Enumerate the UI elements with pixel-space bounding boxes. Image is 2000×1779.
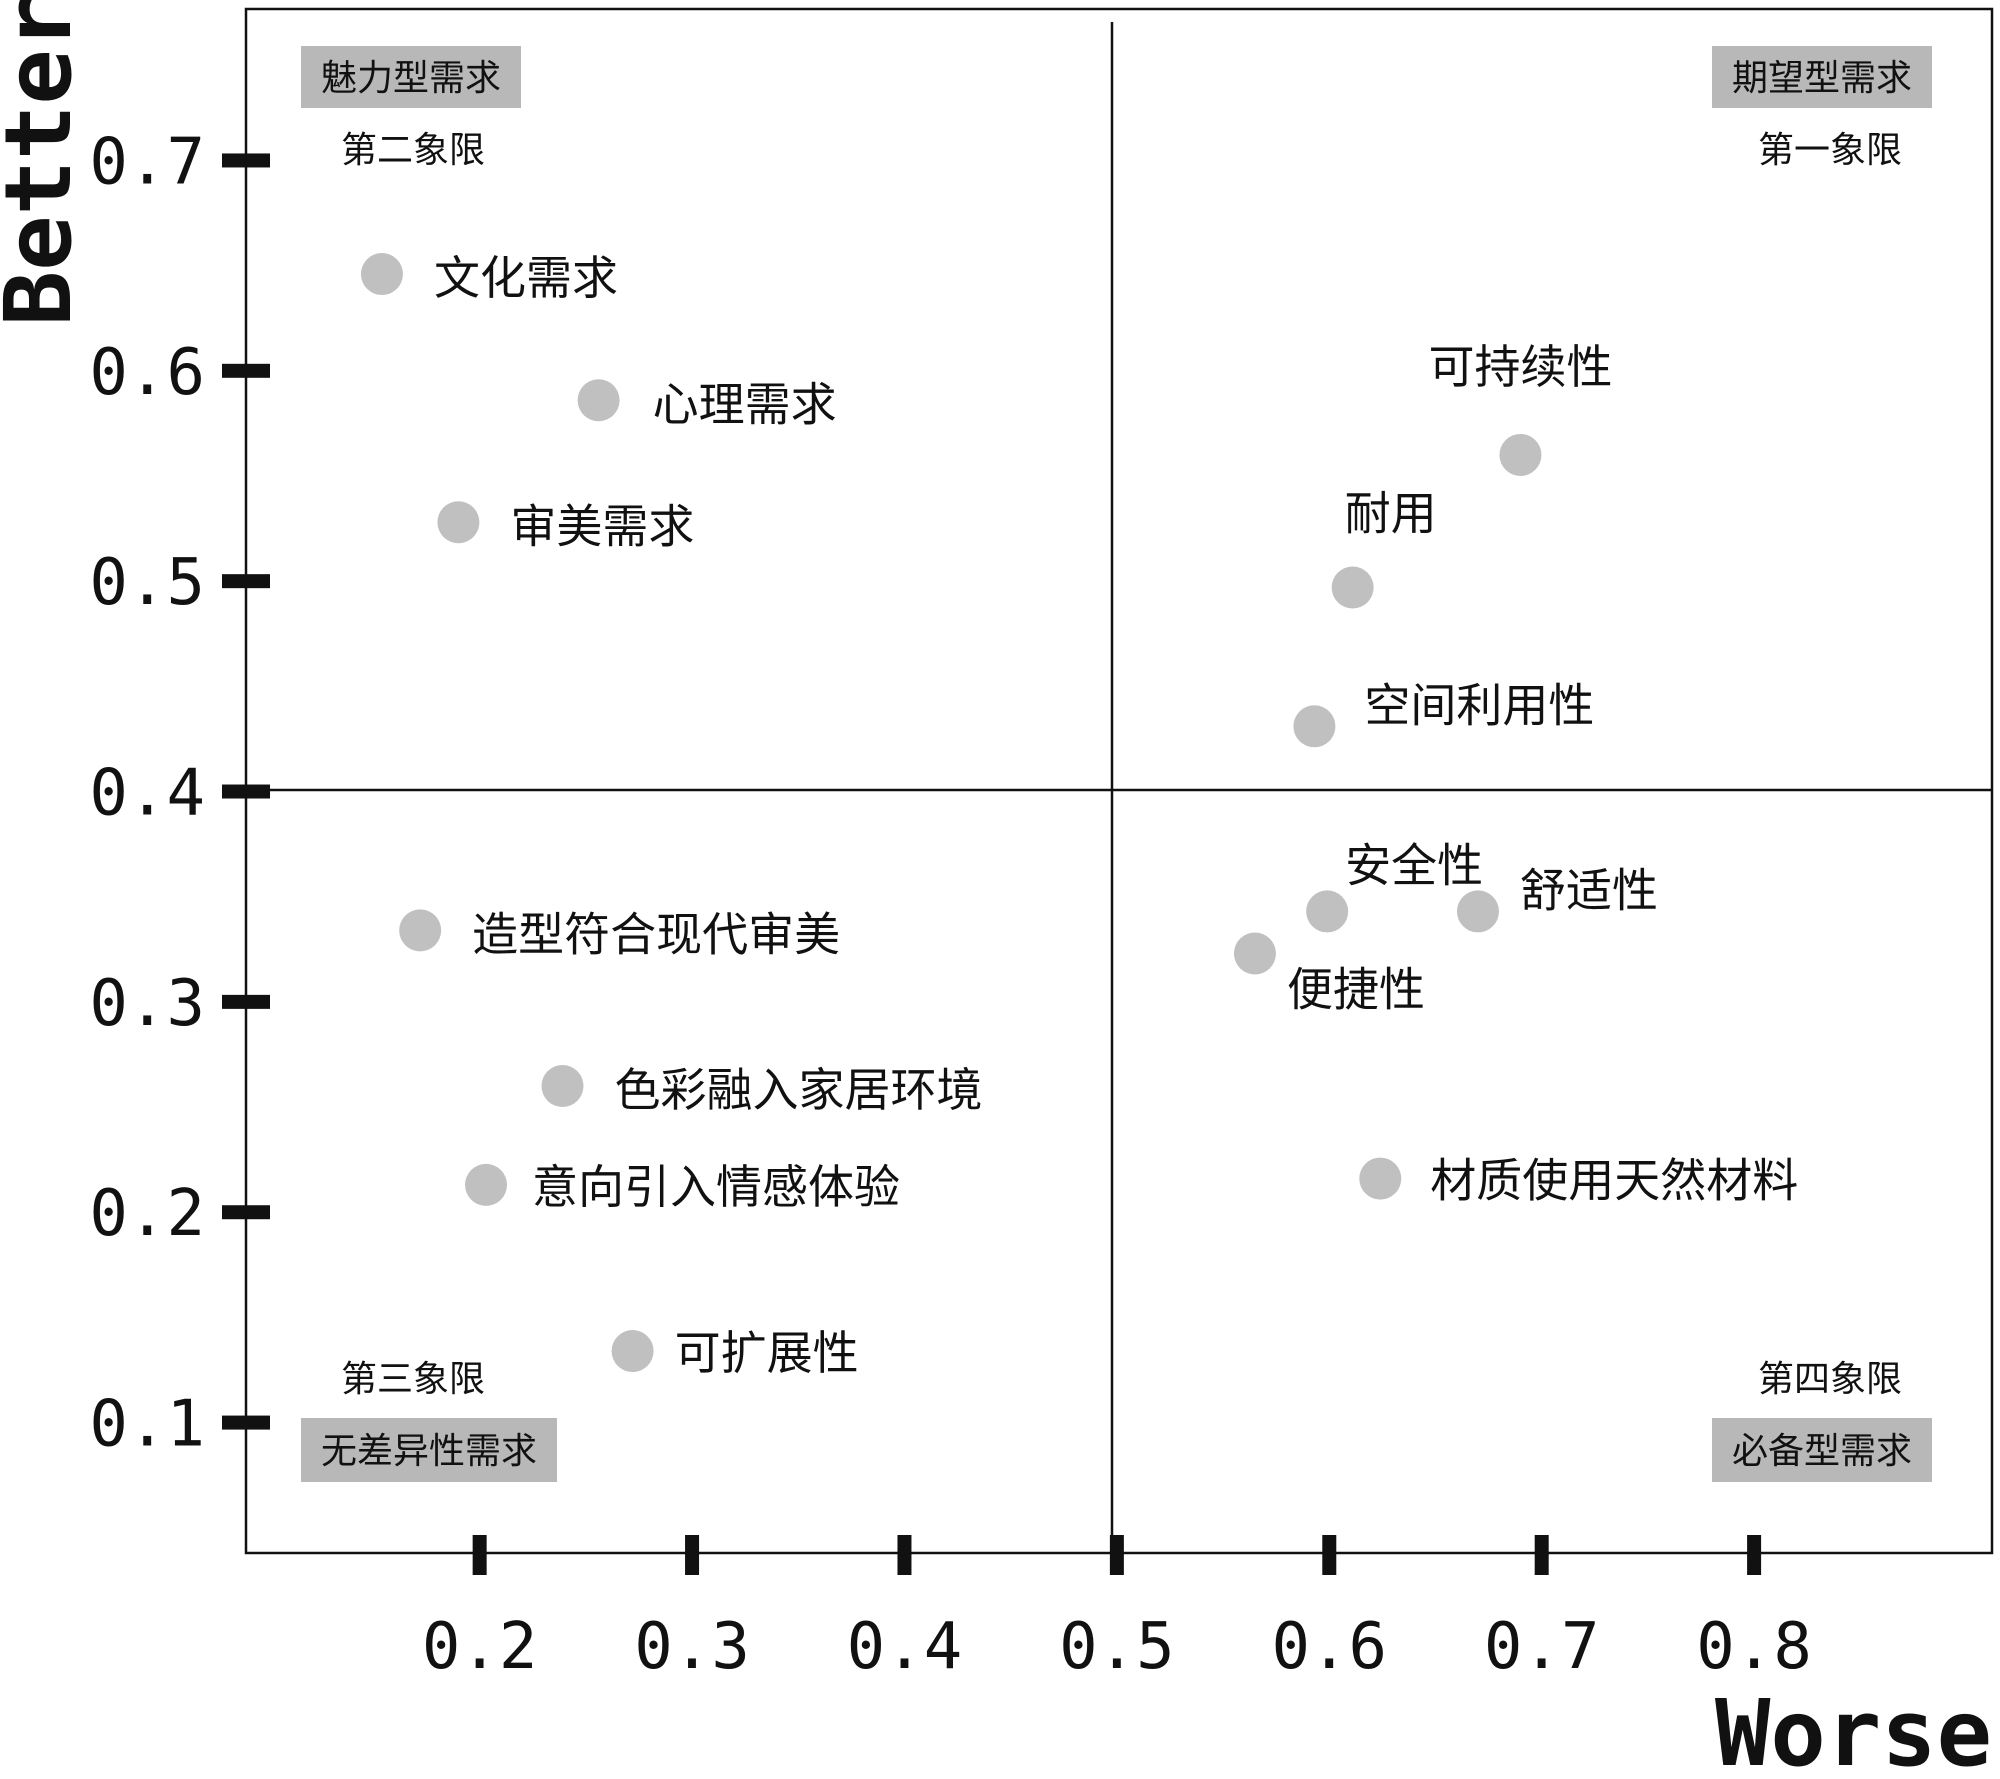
x-tick-label: 0.2	[422, 1610, 538, 1684]
y-tick-label: 0.5	[89, 546, 205, 620]
data-point-label: 造型符合现代审美	[472, 907, 840, 961]
data-point	[437, 501, 480, 544]
x-tick-label: 0.5	[1059, 1610, 1175, 1684]
quadrant-1-category-box	[1712, 46, 1932, 108]
data-point	[1293, 705, 1336, 748]
plot-frame	[244, 7, 1994, 1555]
x-tick-mark	[897, 1535, 912, 1575]
data-point	[541, 1065, 584, 1108]
y-tick-label: 0.2	[89, 1177, 205, 1251]
data-point	[1456, 890, 1499, 933]
data-point-label: 可持续性	[1428, 340, 1612, 394]
quadrant-2-labels: 魅力型需求 第二象限	[301, 46, 521, 171]
quadrant-4-name: 第四象限	[1758, 1359, 1902, 1400]
x-tick-mark	[1322, 1535, 1337, 1575]
y-tick-label: 0.3	[89, 967, 205, 1041]
data-point	[611, 1330, 654, 1373]
quadrant-4-category-box	[1712, 1418, 1932, 1482]
data-point	[465, 1163, 508, 1206]
data-point-label: 便捷性	[1287, 962, 1425, 1016]
quadrant-2-category-box	[301, 46, 521, 108]
y-tick-label: 0.7	[89, 125, 205, 199]
x-tick-label: 0.8	[1696, 1610, 1812, 1684]
quadrant-4-category: 必备型需求	[1732, 1431, 1912, 1472]
quadrant-1-labels: 期望型需求 第一象限	[1712, 46, 1932, 171]
y-tick-mark	[222, 784, 270, 799]
data-point	[1331, 566, 1374, 609]
quadrant-2-name: 第二象限	[341, 130, 485, 171]
y-tick-label: 0.6	[89, 336, 205, 410]
x-tick-label: 0.3	[634, 1610, 750, 1684]
quadrant-4-labels: 第四象限 必备型需求	[1712, 1359, 1932, 1482]
y-tick-mark	[222, 574, 270, 589]
x-tick-mark	[472, 1535, 487, 1575]
y-ticks: 0.1 0.2 0.3 0.4 0.5 0.6 0.7	[89, 125, 270, 1462]
quadrant-2-category: 魅力型需求	[321, 58, 501, 99]
x-tick-mark	[1534, 1535, 1549, 1575]
data-point-label: 心理需求	[653, 377, 837, 431]
quadrant-1-name: 第一象限	[1758, 130, 1902, 171]
data-point-label: 意向引入情感体验	[532, 1160, 900, 1214]
x-tick-mark	[685, 1535, 700, 1575]
data-point-label: 耐用	[1345, 486, 1437, 540]
y-tick-mark	[222, 1205, 270, 1220]
x-tick-label: 0.6	[1271, 1610, 1387, 1684]
y-tick-label: 0.4	[89, 757, 205, 831]
data-point	[1233, 932, 1276, 975]
data-point-label: 安全性	[1345, 838, 1483, 892]
y-tick-mark	[222, 153, 270, 168]
x-tick-mark	[1747, 1535, 1762, 1575]
data-point-label: 空间利用性	[1364, 678, 1594, 732]
data-point-label: 舒适性	[1520, 863, 1658, 917]
data-point-label: 色彩融入家居环境	[614, 1063, 982, 1117]
data-point	[1359, 1157, 1402, 1200]
y-tick-mark	[222, 1415, 270, 1430]
x-tick-label: 0.7	[1484, 1610, 1600, 1684]
quadrant-3-labels: 第三象限 无差异性需求	[301, 1359, 557, 1482]
data-point-label: 审美需求	[510, 499, 694, 553]
data-point	[1499, 433, 1542, 476]
data-point	[399, 909, 442, 952]
data-point	[360, 253, 403, 296]
y-tick-label: 0.1	[89, 1388, 205, 1462]
quadrant-3-name: 第三象限	[341, 1359, 485, 1400]
x-axis-title: Worse	[1715, 1680, 1992, 1779]
data-point	[577, 379, 620, 422]
data-point-label: 可扩展性	[675, 1326, 859, 1380]
data-point	[1306, 890, 1349, 933]
quadrant-3-category: 无差异性需求	[321, 1431, 537, 1472]
x-ticks: 0.2 0.3 0.4 0.5 0.6 0.7 0.8	[422, 1535, 1812, 1684]
quadrant-3-category-box	[301, 1418, 557, 1482]
data-point-label: 文化需求	[434, 251, 618, 305]
y-tick-mark	[222, 994, 270, 1009]
data-point-label: 材质使用天然材料	[1430, 1154, 1798, 1208]
y-axis-title: Better	[0, 0, 92, 326]
quadrant-1-category: 期望型需求	[1732, 58, 1912, 99]
x-tick-label: 0.4	[847, 1610, 963, 1684]
x-tick-mark	[1109, 1535, 1124, 1575]
y-tick-mark	[222, 363, 270, 378]
